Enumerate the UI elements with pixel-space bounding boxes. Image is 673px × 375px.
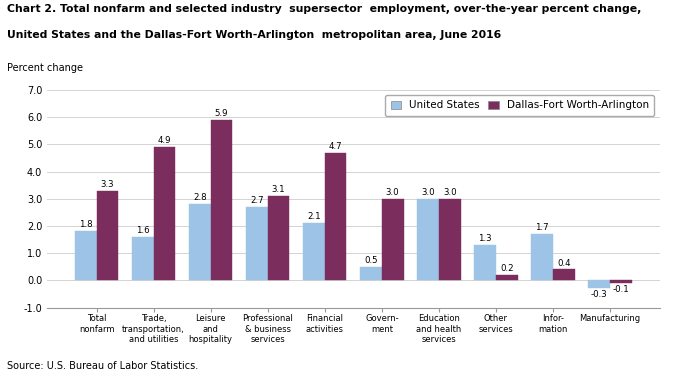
Text: -0.1: -0.1 [612, 285, 629, 294]
Bar [531, 234, 553, 280]
Text: 1.7: 1.7 [535, 223, 549, 232]
Bar [417, 199, 439, 280]
Text: Percent change: Percent change [7, 63, 83, 73]
Text: 5.9: 5.9 [215, 109, 228, 118]
Bar [75, 231, 97, 280]
Bar [97, 190, 118, 280]
Bar [246, 207, 268, 280]
Text: 0.2: 0.2 [500, 264, 513, 273]
Text: 2.1: 2.1 [307, 212, 321, 221]
Bar [496, 275, 518, 280]
Bar [360, 267, 382, 280]
Bar [153, 147, 176, 280]
Bar [553, 269, 575, 280]
Text: 4.7: 4.7 [329, 142, 343, 151]
Text: 3.0: 3.0 [386, 188, 400, 197]
Text: Source: U.S. Bureau of Labor Statistics.: Source: U.S. Bureau of Labor Statistics. [7, 361, 198, 371]
Bar [132, 237, 153, 280]
Text: 3.0: 3.0 [421, 188, 435, 197]
Bar [211, 120, 232, 280]
Text: 0.5: 0.5 [364, 256, 378, 265]
Bar [189, 204, 211, 280]
Text: 0.4: 0.4 [557, 258, 571, 267]
Bar [303, 223, 325, 280]
Bar [325, 153, 347, 280]
Bar [382, 199, 404, 280]
Bar [439, 199, 460, 280]
Bar [588, 280, 610, 288]
Text: Chart 2. Total nonfarm and selected industry  supersector  employment, over-the-: Chart 2. Total nonfarm and selected indu… [7, 4, 641, 14]
Bar [610, 280, 632, 283]
Text: United States and the Dallas-Fort Worth-Arlington  metropolitan area, June 2016: United States and the Dallas-Fort Worth-… [7, 30, 501, 40]
Text: 1.8: 1.8 [79, 220, 93, 230]
Text: 3.0: 3.0 [443, 188, 456, 197]
Legend: United States, Dallas-Fort Worth-Arlington: United States, Dallas-Fort Worth-Arlingt… [386, 95, 654, 116]
Text: 4.9: 4.9 [157, 136, 171, 145]
Text: 2.7: 2.7 [250, 196, 264, 205]
Bar [268, 196, 289, 280]
Text: -0.3: -0.3 [591, 290, 608, 299]
Bar [474, 245, 496, 280]
Text: 3.1: 3.1 [272, 185, 285, 194]
Text: 1.6: 1.6 [136, 226, 149, 235]
Text: 1.3: 1.3 [479, 234, 492, 243]
Text: 2.8: 2.8 [193, 193, 207, 202]
Text: 3.3: 3.3 [101, 180, 114, 189]
